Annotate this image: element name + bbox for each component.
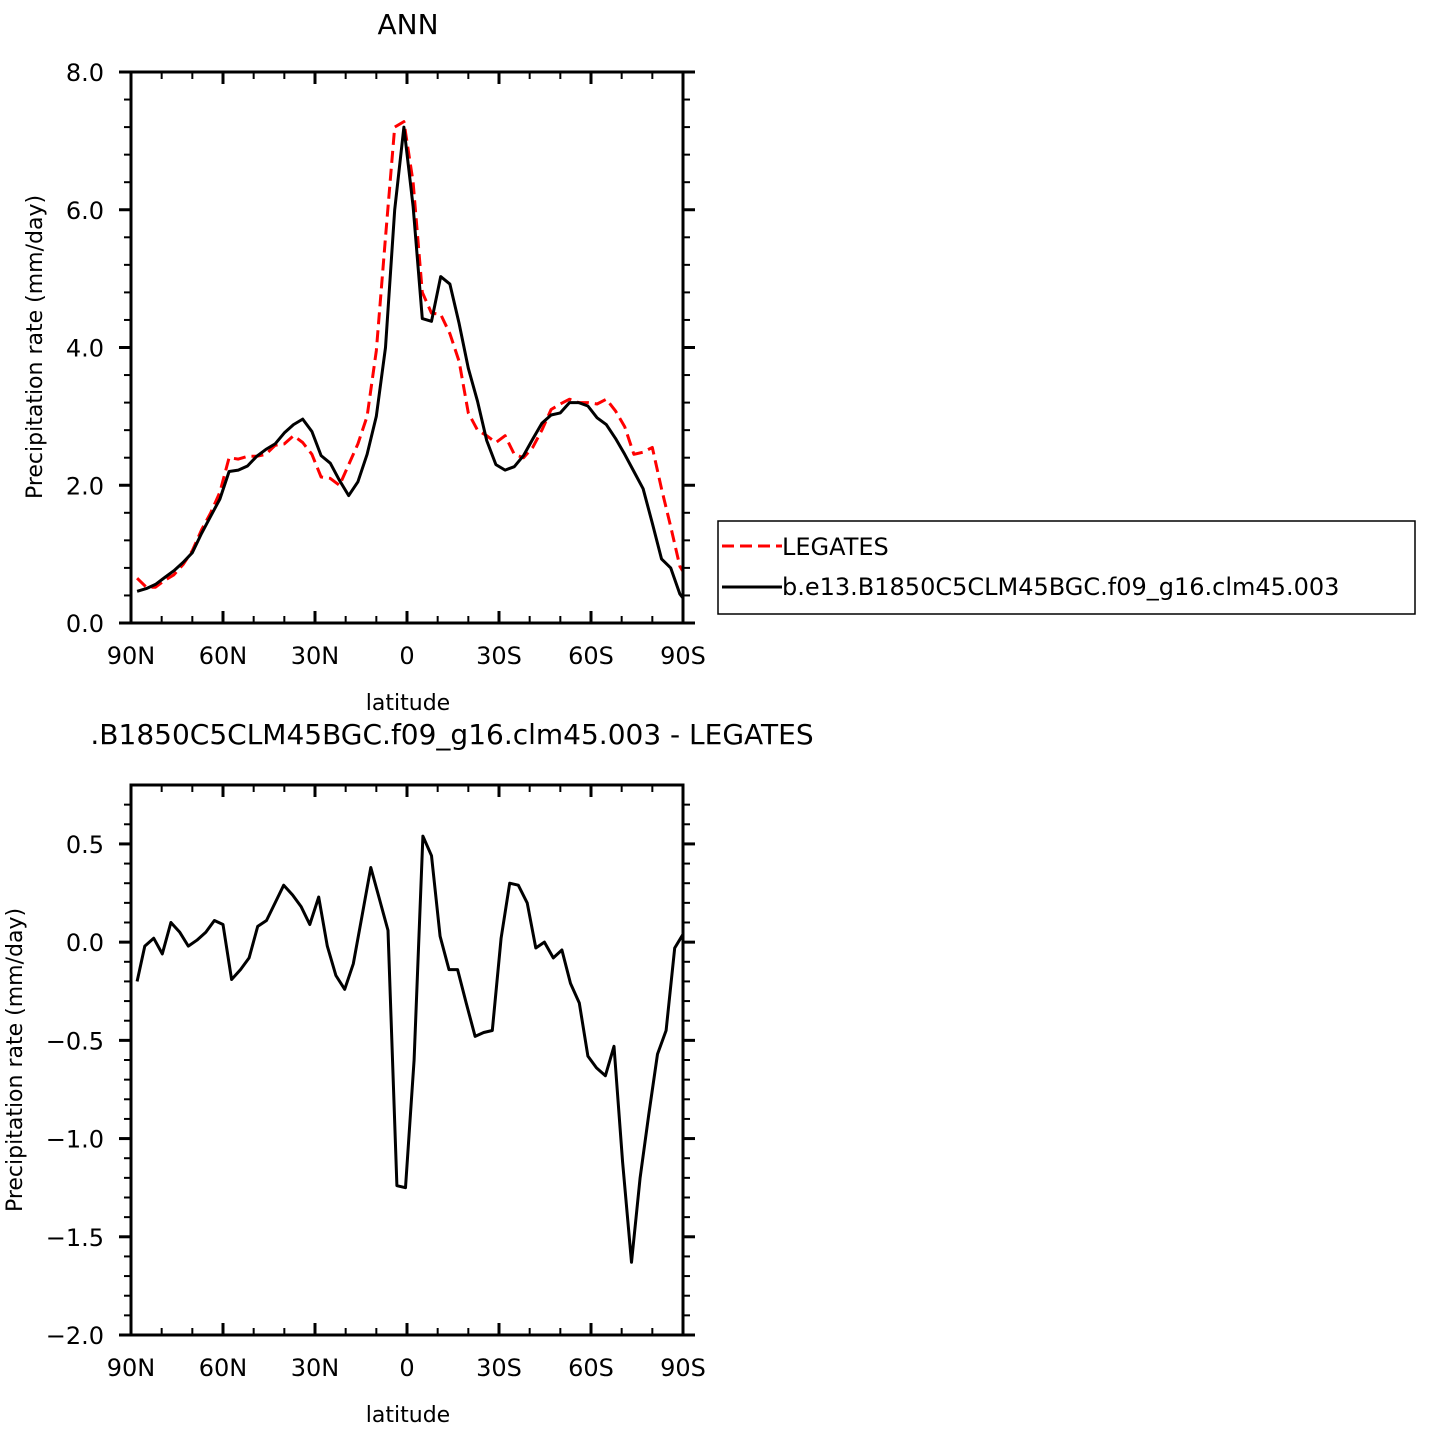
bottom-x-tick-label: 0 [399,1354,414,1382]
top-x-tick-label: 30N [291,642,340,670]
top-y-tick-label: 2.0 [66,472,104,500]
top-x-tick-label: 30S [476,642,522,670]
bottom-y-tick-label: −2.0 [46,1322,104,1350]
top-x-tick-label: 90S [660,642,706,670]
bottom-y-tick-label: −0.5 [46,1027,104,1055]
bottom-x-tick-label: 90N [107,1354,156,1382]
legend-label-legates: LEGATES [782,533,889,561]
bottom-x-tick-label: 60S [568,1354,614,1382]
top-y-axis-label: Precipitation rate (mm/day) [23,195,48,499]
legend-label-model: b.e13.B1850C5CLM45BGC.f09_g16.clm45.003 [782,573,1339,601]
bottom-x-tick-label: 30S [476,1354,522,1382]
bottom-y-tick-label: −1.5 [46,1224,104,1252]
top-y-tick-label: 4.0 [66,335,104,363]
top-x-tick-label: 0 [399,642,414,670]
top-y-tick-label: 8.0 [66,59,104,87]
bottom-chart-title: .B1850C5CLM45BGC.f09_g16.clm45.003 - LEG… [90,718,813,751]
top-x-tick-label: 60N [199,642,248,670]
bottom-plot-frame [129,783,685,1337]
bottom-x-tick-label: 90S [660,1354,706,1382]
bottom-y-axis-label: Precipitation rate (mm/day) [3,908,28,1212]
top-chart-title: ANN [377,8,438,41]
top-series-line-b-e13-b1850c5clm45bgc-f09-g16-clm45-003 [136,125,683,601]
legend: LEGATES b.e13.B1850C5CLM45BGC.f09_g16.cl… [717,520,1416,615]
legend-box [717,520,1416,615]
bottom-panel: .B1850C5CLM45BGC.f09_g16.clm45.003 - LEG… [3,718,814,1428]
top-y-tick-label: 6.0 [66,197,104,225]
top-y-tick-label: 0.0 [66,610,104,638]
bottom-series-line-0 [135,834,683,1264]
bottom-y-tick-label: −1.0 [46,1126,104,1154]
top-x-tick-label: 60S [568,642,614,670]
bottom-x-tick-label: 30N [291,1354,340,1382]
top-panel: ANN 90N 60N 30N 0 30S 60S 90S 0.0 2.0 4.0 6.0 8.0 l… [23,8,706,716]
top-x-tick-label: 90N [107,642,156,670]
bottom-y-tick-label: 0.0 [66,929,104,957]
bottom-x-axis-label: latitude [366,1403,450,1428]
top-series-line-legates [136,120,683,589]
top-x-axis-label: latitude [366,691,450,716]
bottom-y-tick-label: 0.5 [66,831,104,859]
bottom-x-tick-label: 60N [199,1354,248,1382]
